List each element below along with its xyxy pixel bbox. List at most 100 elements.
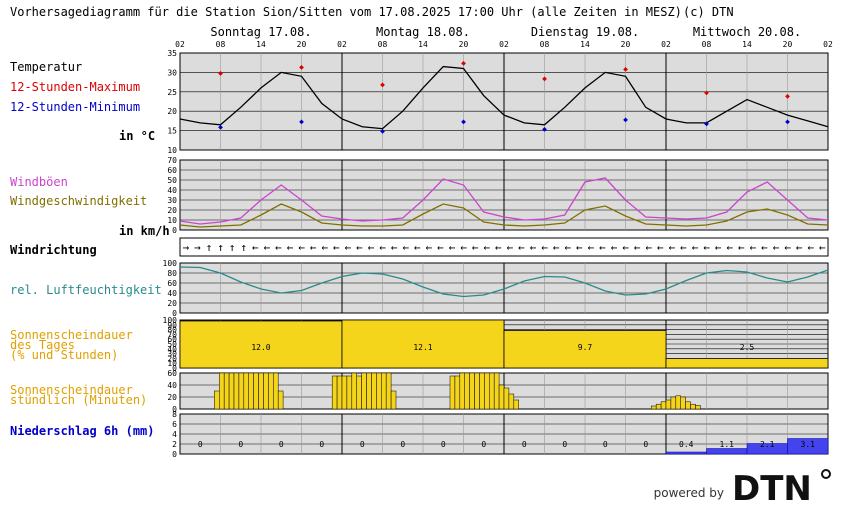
tmax-point: ◆ [461, 59, 466, 68]
precip-label: 0 [279, 440, 284, 449]
hourly-sun-bar [277, 390, 284, 410]
day-label: Montag 18.08. [376, 25, 470, 39]
precip-bar [665, 451, 707, 455]
humidity-line [179, 266, 829, 298]
hourly-sun-bar [665, 399, 672, 410]
tmax-point: ◆ [704, 88, 709, 97]
label-sun-day-1: Sonnenscheindauer [10, 328, 133, 342]
hourly-sun-bar [503, 387, 510, 410]
hourly-sun-bar [263, 372, 269, 410]
hourly-sun-bar [680, 396, 686, 410]
label-sun-day-2: des Tages [10, 338, 75, 352]
wind-arrow: ← [576, 241, 583, 254]
precip-bar [706, 448, 748, 455]
hourly-sun-bar [268, 372, 274, 410]
precip-label: 3.1 [801, 440, 816, 449]
hourly-sun-bar [351, 372, 357, 410]
hourly-sun-bar [675, 395, 681, 410]
day-labels: Sonntag 17.08. Montag 18.08. Dienstag 19.0… [210, 25, 801, 39]
y-tick-label: 30 [167, 196, 177, 205]
precip-bar [787, 438, 829, 455]
wind-arrow: ← [298, 241, 305, 254]
y-tick-label: 90 [167, 321, 177, 330]
hourly-sun-bar [336, 375, 343, 410]
precip-label: 0 [319, 440, 324, 449]
wind-arrow: ← [344, 241, 351, 254]
svg-text:DTN: DTN [732, 469, 812, 504]
wind-arrow: ← [379, 241, 386, 254]
wind-arrow: ← [541, 241, 548, 254]
hour-tick: 20 [297, 40, 307, 49]
y-tick-label: 40 [167, 186, 177, 195]
wind-arrow: ↑ [229, 241, 236, 254]
y-tick-label: 80 [167, 269, 177, 278]
y-tick-label: 2 [172, 440, 177, 449]
tmax-point: ◆ [785, 92, 790, 101]
tmin-point: ◆ [461, 117, 466, 126]
wind-arrow: ← [784, 241, 791, 254]
label-humidity: rel. Luftfeuchtigkeit [10, 283, 162, 297]
wind-direction-panel: → → ↑ ↑ ↑ ↑ ← ← ← ← ← ← ← ← ← ← ← ← ← ← ← ← ← ← ← ← ← ← ← ← ← ← ← ← ← ← ← ← ← ←… [179, 237, 829, 257]
y-tick-label: 50 [167, 340, 177, 349]
tmax-point: ◆ [542, 74, 547, 83]
wind-arrow: ← [796, 241, 803, 254]
hourly-sun-bar [508, 393, 515, 410]
label-sun-day-3: (% und Stunden) [10, 348, 118, 362]
precip-label: 0 [481, 440, 486, 449]
y-tick-label: 40 [167, 345, 177, 354]
precip-label: 0 [562, 440, 567, 449]
hour-tick: 14 [418, 40, 428, 49]
wind-arrow: ← [506, 241, 513, 254]
hourly-sun-bar [489, 372, 495, 410]
daily-sun-label: 12.1 [413, 343, 432, 352]
wind-arrow: ← [287, 241, 294, 254]
hour-ticks: 02 08 14 20 02 08 14 20 02 08 14 20 02 08 14 20 02 [175, 40, 833, 49]
y-tick-label: 20 [167, 107, 177, 116]
label-tmin: 12-Stunden-Minimum [10, 100, 140, 114]
label-wind-unit: in km/h [119, 224, 170, 238]
tmin-point: ◆ [218, 123, 223, 132]
hourly-sun-bar [660, 401, 667, 410]
hourly-sun-bar [695, 405, 701, 410]
hourly-sun-bar [484, 372, 490, 410]
hourly-sun-bar [513, 399, 519, 410]
wind-arrow: ← [275, 241, 282, 254]
wind-arrow: ← [368, 241, 375, 254]
precip-label: 0 [522, 440, 527, 449]
gust-line [179, 177, 829, 225]
wind-arrow: ← [715, 241, 722, 254]
y-tick-label: 4 [172, 430, 177, 439]
precip-label: 0 [400, 440, 405, 449]
label-tmax: 12-Stunden-Maximum [10, 80, 140, 94]
hourly-sun-bar [685, 401, 691, 410]
label-sun-hour-1: Sonnenscheindauer [10, 383, 133, 397]
y-tick-label: 20 [167, 393, 177, 402]
wind-arrow: ← [564, 241, 571, 254]
brand: powered by DTN [654, 468, 832, 504]
hourly-sun-bar [258, 372, 264, 410]
hourly-sun-bar [474, 372, 480, 410]
wind-arrow: → [194, 241, 201, 254]
wind-arrow: ↑ [240, 241, 247, 254]
wind-arrow: ← [819, 241, 826, 254]
hourly-sun-bar [651, 405, 657, 410]
y-tick-label: 30 [167, 68, 177, 77]
wind-arrow: ← [657, 241, 664, 254]
hour-tick: 08 [540, 40, 550, 49]
daily-sun-bar [179, 320, 343, 369]
y-tick-label: 60 [167, 279, 177, 288]
precip-label: 0 [360, 440, 365, 449]
tmax-point: ◆ [380, 80, 385, 89]
hourly-sun-bar [670, 396, 677, 410]
label-temp-unit: in °C [119, 129, 155, 143]
wind-arrow: ← [356, 241, 363, 254]
wind-arrow: ← [530, 241, 537, 254]
tmax-point: ◆ [218, 68, 223, 77]
daily-sun-label: 12.0 [251, 343, 270, 352]
wind-arrow: ← [587, 241, 594, 254]
y-tick-label: 25 [167, 88, 177, 97]
y-tick-label: 40 [167, 289, 177, 298]
y-tick-label: 8 [172, 410, 177, 419]
label-temperature: Temperatur [10, 60, 82, 74]
